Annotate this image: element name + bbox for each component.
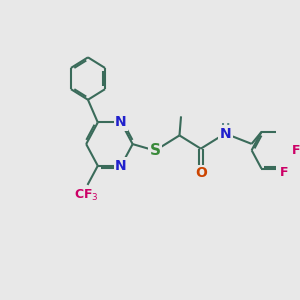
Text: F: F (280, 166, 289, 178)
Text: N: N (115, 116, 127, 129)
Text: N: N (219, 127, 231, 140)
Text: O: O (195, 166, 207, 180)
Text: N: N (115, 159, 127, 173)
Text: F: F (292, 144, 300, 157)
Text: H: H (220, 123, 230, 133)
Text: CF$_3$: CF$_3$ (74, 188, 98, 203)
Text: S: S (150, 143, 160, 158)
